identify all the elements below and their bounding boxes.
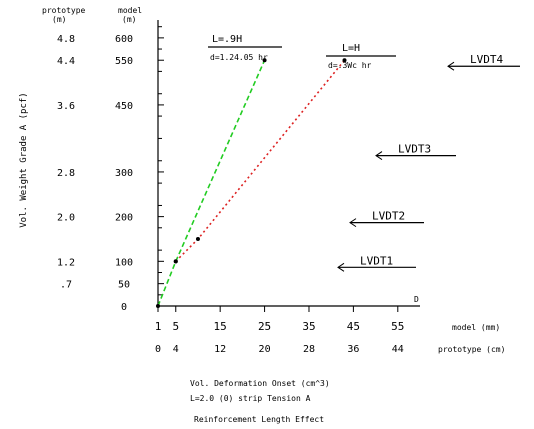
series-legend: L=.9H d=1.24.05 hr L=H d=.3Wc hr [208, 34, 396, 70]
legend-green-equation: d=1.24.05 hr [210, 53, 268, 62]
series-point [156, 304, 160, 308]
caption-line-1: Vol. Deformation Onset (cm^3) [190, 379, 330, 388]
prototype-tick-label: 4.8 [57, 34, 75, 45]
prototype-tick-label: 1.2 [57, 257, 75, 268]
legend-red-name: L=H [342, 43, 360, 54]
caption-line-3: Reinforcement Length Effect [194, 415, 324, 424]
prototype-header: prototype [42, 6, 86, 15]
bottom-axis-ticks: 1 05 4 15 12 25 20 35 28 45 36 55 44 [155, 306, 404, 355]
series-point [173, 259, 178, 264]
caption-line-2: L=2.0 (0) strip Tension A [190, 394, 311, 403]
lvdt-label: LVDT3 [398, 143, 431, 156]
legend-red-equation: d=.3Wc hr [328, 61, 372, 70]
x-row2-tick-label: 20 [259, 344, 271, 355]
x-row1-tick-label: 25 [258, 320, 271, 333]
x-row2-tick-label: 28 [303, 344, 315, 355]
legend-green-name: L=.9H [212, 34, 242, 45]
model-tick-label: 50 [118, 280, 130, 291]
axes: D [157, 20, 420, 307]
model-tick-label: 600 [115, 34, 133, 45]
prototype-tick-label: .7 [60, 280, 72, 291]
prototype-tick-label: 2.8 [57, 168, 75, 179]
x-row1-tick-label: 5 [172, 320, 179, 333]
model-tick-label: 450 [115, 101, 133, 112]
y-axis-label: Vol. Weight Grade A (pcf) [19, 92, 29, 227]
lvdt-label: LVDT4 [470, 53, 503, 66]
left-axis-headers: prototype (m) model (m) [42, 6, 142, 24]
x-row2-tick-label: 4 [173, 344, 179, 355]
lvdt-label: LVDT1 [360, 254, 393, 267]
series-line-1 [175, 59, 346, 262]
prototype-header-unit: (m) [52, 15, 66, 24]
legend-green: L=.9H d=1.24.05 hr [208, 34, 282, 62]
series-layer [156, 58, 347, 308]
model-tick-label: 300 [115, 168, 133, 179]
left-axis-ticks: 0 .7 50 1.2 100 2.0 200 2.8 300 3.6 450 4.4 550 4.8 60… [57, 26, 164, 313]
model-tick-label: 550 [115, 56, 133, 67]
model-tick-label: 200 [115, 213, 133, 224]
model-tick-label: 0 [121, 302, 127, 313]
model-tick-label: 100 [115, 257, 133, 268]
prototype-tick-label: 2.0 [57, 213, 75, 224]
x-row1-tick-label: 1 [155, 320, 162, 333]
x-row1-tick-label: 15 [214, 320, 227, 333]
x-row2-tick-label: 36 [347, 344, 359, 355]
x-row1-tick-label: 55 [391, 320, 404, 333]
x-row1-tick-label: 35 [302, 320, 315, 333]
x-row1-label: model (mm) [452, 323, 500, 332]
lvdt-label: LVDT2 [372, 210, 405, 223]
legend-red: L=H d=.3Wc hr [326, 43, 396, 70]
caption: Vol. Deformation Onset (cm^3) L=2.0 (0) … [190, 379, 330, 424]
lvdt-markers: LVDT4 LVDT3 LVDT2 LVDT1 [337, 53, 520, 272]
prototype-tick-label: 3.6 [57, 101, 75, 112]
series-point [262, 58, 267, 63]
model-header: model [118, 6, 142, 15]
series-point [342, 58, 347, 63]
x-row2-tick-label: 44 [392, 344, 404, 355]
model-header-unit: (m) [122, 15, 136, 24]
x-row2-label: prototype (cm) [438, 345, 505, 354]
x-axis-letter: D [414, 295, 419, 304]
prototype-tick-label: 4.4 [57, 56, 75, 67]
x-row2-tick-label: 0 [155, 344, 161, 355]
x-row1-tick-label: 45 [347, 320, 360, 333]
x-row2-tick-label: 12 [214, 344, 226, 355]
series-line-0 [157, 59, 266, 307]
series-point [195, 236, 200, 241]
